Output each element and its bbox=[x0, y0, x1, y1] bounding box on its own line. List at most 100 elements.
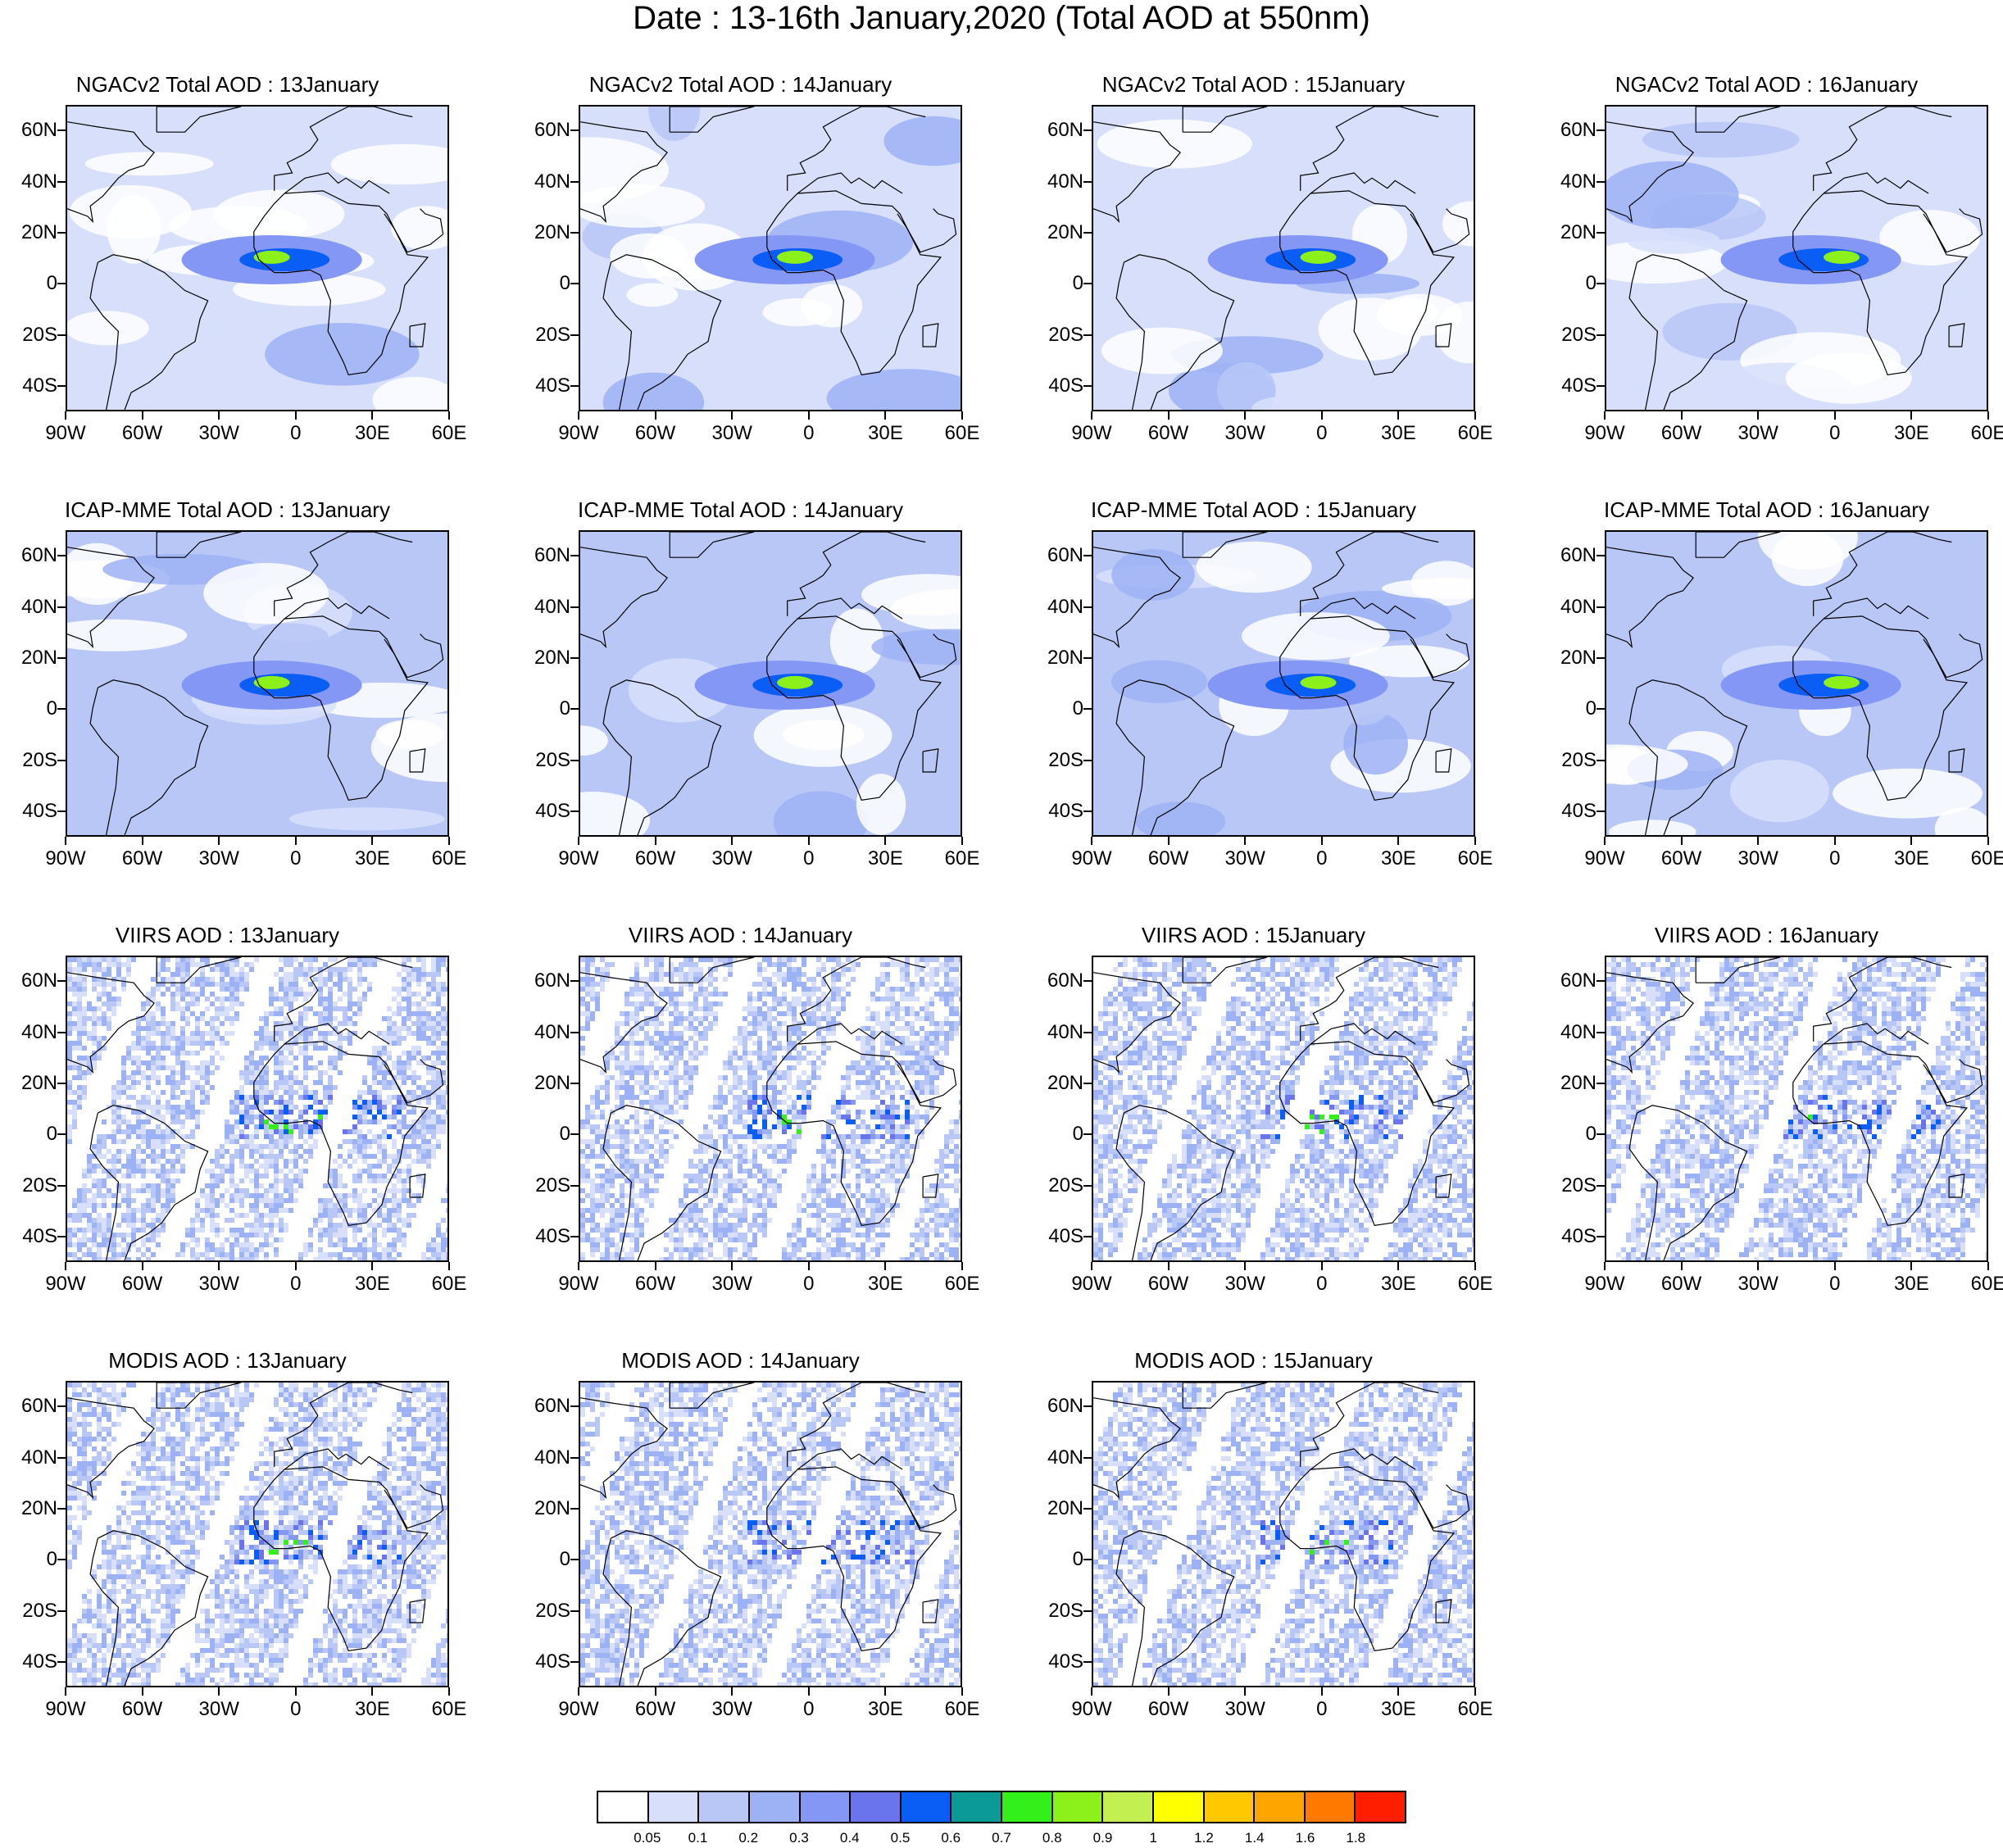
lat-tick bbox=[570, 129, 579, 132]
lat-label: 20N bbox=[534, 220, 570, 243]
colorbar-label: 1 bbox=[1149, 1830, 1157, 1846]
map-panel: MODIS AOD : 14January 60N 40N 20N 0 20S 40S 90W… bbox=[513, 1348, 984, 1758]
lat-label: 40S bbox=[535, 1650, 570, 1673]
lat-tick bbox=[570, 283, 579, 285]
lon-label: 30E bbox=[868, 422, 903, 444]
coastline bbox=[89, 1530, 209, 1686]
lon-label: 30W bbox=[198, 847, 239, 870]
lon-tick bbox=[371, 1687, 374, 1696]
lon-label: 90W bbox=[558, 1273, 599, 1295]
lon-label: 90W bbox=[45, 422, 86, 444]
coastline bbox=[253, 190, 429, 375]
lon-label: 30W bbox=[711, 1698, 752, 1720]
lat-tick bbox=[570, 1082, 579, 1084]
lat-label: 40S bbox=[22, 374, 57, 397]
lon-tick bbox=[1091, 411, 1092, 420]
lat-tick bbox=[57, 384, 66, 387]
colorbar-swatch bbox=[598, 1792, 649, 1822]
coastline bbox=[274, 1383, 413, 1467]
lat-tick bbox=[57, 1235, 66, 1237]
colorbar-label: 0.1 bbox=[688, 1830, 708, 1846]
lat-label: 40S bbox=[1048, 1224, 1083, 1247]
lat-label: 20N bbox=[20, 646, 57, 669]
coastline bbox=[1923, 1059, 1983, 1104]
lon-tick bbox=[1244, 837, 1247, 845]
lon-label: 30W bbox=[1224, 422, 1265, 444]
lon-label: 60W bbox=[634, 847, 676, 870]
lat-tick bbox=[57, 1660, 66, 1663]
lon-label: 0 bbox=[803, 1698, 815, 1720]
colorbar-swatch bbox=[800, 1792, 852, 1822]
lat-label: 40S bbox=[535, 1224, 570, 1247]
coastline bbox=[1300, 957, 1439, 1042]
lon-tick bbox=[807, 837, 810, 845]
lat-tick bbox=[570, 1456, 579, 1459]
lat-label: 40N bbox=[534, 1020, 570, 1043]
lat-label: 0 bbox=[559, 1123, 570, 1146]
lon-label: 30W bbox=[1224, 1698, 1265, 1720]
figure-title: Date : 13-16th January,2020 (Total AOD a… bbox=[633, 0, 1370, 36]
lon-label: 30E bbox=[868, 1273, 903, 1295]
lon-label: 30E bbox=[868, 847, 903, 870]
lon-tick bbox=[654, 411, 656, 420]
coastline bbox=[1435, 323, 1452, 347]
lon-tick bbox=[1091, 1687, 1092, 1696]
lat-label: 20N bbox=[1560, 1071, 1596, 1094]
coastline bbox=[1923, 633, 1983, 679]
lat-tick bbox=[1083, 606, 1092, 608]
lon-tick bbox=[1833, 837, 1836, 845]
coastline bbox=[669, 957, 755, 983]
lat-label: 60N bbox=[534, 544, 570, 567]
coastline bbox=[766, 615, 942, 801]
aod-map bbox=[1605, 956, 1988, 1262]
lon-label: 90W bbox=[1071, 422, 1112, 444]
lat-tick bbox=[1083, 810, 1092, 812]
lon-tick bbox=[1680, 1262, 1683, 1270]
lon-tick bbox=[294, 1687, 297, 1696]
lon-tick bbox=[1244, 1262, 1247, 1270]
coastline bbox=[1310, 597, 1416, 620]
lat-label: 40S bbox=[1561, 1224, 1596, 1247]
panel-title: VIIRS AOD : 15January bbox=[1141, 923, 1366, 947]
lon-tick bbox=[1987, 1262, 1989, 1270]
lon-tick bbox=[731, 1262, 734, 1270]
lat-tick bbox=[1596, 1235, 1605, 1237]
coastline bbox=[284, 597, 390, 620]
lat-tick bbox=[1596, 1184, 1605, 1187]
colorbar-label: 1.8 bbox=[1346, 1830, 1366, 1846]
lat-label: 40N bbox=[1047, 170, 1083, 193]
lat-label: 20S bbox=[22, 323, 57, 346]
lon-label: 60E bbox=[431, 1698, 467, 1720]
lat-label: 60N bbox=[534, 119, 570, 142]
lat-label: 0 bbox=[1585, 1123, 1596, 1146]
lat-tick bbox=[57, 1507, 66, 1510]
lon-label: 0 bbox=[290, 1273, 302, 1295]
lat-label: 0 bbox=[1072, 1123, 1083, 1146]
lon-tick bbox=[807, 1687, 810, 1696]
coastline bbox=[1310, 172, 1416, 194]
coastline bbox=[580, 1397, 668, 1500]
lon-tick bbox=[1397, 1687, 1400, 1696]
lon-tick bbox=[1320, 1687, 1323, 1696]
coastline bbox=[384, 1484, 444, 1529]
lat-label: 40N bbox=[20, 1020, 57, 1043]
lat-tick bbox=[1083, 1660, 1092, 1663]
lon-label: 90W bbox=[45, 847, 86, 870]
coastline bbox=[274, 532, 413, 616]
coastline bbox=[67, 972, 155, 1074]
aod-map bbox=[579, 956, 962, 1262]
aod-field bbox=[580, 1383, 961, 1686]
lat-tick bbox=[1596, 759, 1605, 761]
panel-title: NGACv2 Total AOD : 16January bbox=[1615, 72, 1919, 97]
map-panel: VIIRS AOD : 13January 60N 40N 20N 0 20S 40S 90W… bbox=[0, 923, 471, 1333]
lon-label: 0 bbox=[1829, 422, 1841, 444]
lon-tick bbox=[65, 411, 66, 420]
lon-label: 30W bbox=[711, 422, 752, 444]
lat-label: 60N bbox=[1047, 969, 1083, 992]
aod-field bbox=[67, 957, 447, 1260]
lat-tick bbox=[1083, 1082, 1092, 1084]
lat-label: 40N bbox=[20, 595, 57, 618]
lon-label: 60W bbox=[634, 1273, 676, 1295]
coastline bbox=[1695, 957, 1781, 983]
lon-tick bbox=[1910, 411, 1913, 420]
